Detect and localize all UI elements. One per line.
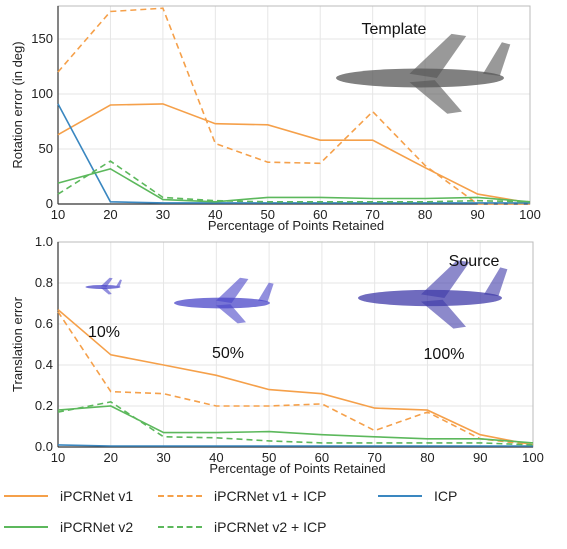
legend-item-ipcrnet-v1: iPCRNet v1 — [4, 488, 133, 504]
wing-shape — [216, 277, 249, 303]
annotation-label: 10% — [88, 324, 120, 341]
y-axis-label: Rotation error (in deg) — [10, 41, 25, 168]
rotation-error-chart: 10 20 30 40 50 60 70 80 90 100 0 50 100 150 Percentage… — [10, 5, 541, 233]
series-line-icp — [57, 444, 533, 447]
x-tick-label: 30 — [156, 450, 170, 465]
x-tick-label: 50 — [261, 207, 275, 222]
series-line-ipcrnet-v1 — [57, 103, 531, 204]
x-tick-label: 20 — [104, 450, 118, 465]
x-tick-label: 100 — [522, 450, 544, 465]
x-tick-label: 80 — [420, 450, 434, 465]
tail-shape — [483, 42, 511, 76]
figure: 10 20 30 40 50 60 70 80 90 100 0 50 100 150 Percentage… — [10, 5, 544, 476]
wing-shape — [409, 33, 467, 78]
series-line-icp — [57, 103, 530, 204]
tail-shape — [258, 282, 274, 302]
legend-label: ICP — [434, 488, 458, 504]
x-axis-label: Percentage of Points Retained — [209, 461, 385, 476]
y-tick-label: 1.0 — [35, 234, 53, 249]
fuselage-shape — [174, 297, 270, 309]
legend-label: iPCRNet v2 — [60, 519, 134, 535]
tail-shape — [116, 279, 122, 287]
fuselage-shape — [85, 285, 121, 289]
wing-shape — [100, 277, 113, 287]
wing-shape — [421, 299, 466, 329]
x-tick-label: 10 — [51, 450, 65, 465]
legend-swatch — [158, 526, 202, 528]
legend-item-ipcrnet-v2: iPCRNet v2 — [4, 519, 133, 535]
legend: iPCRNet v1 iPCRNet v1 + ICP ICP iPCRNet … — [0, 482, 567, 549]
annotation-label: Template — [362, 21, 427, 38]
y-tick-label: 0.6 — [35, 316, 53, 331]
series-line-ipcrnet-v1 — [57, 308, 534, 446]
x-tick-label: 50 — [262, 450, 276, 465]
legend-swatch — [158, 495, 202, 497]
series-line-ipcrnet-v2 — [57, 405, 534, 444]
x-tick-label: 10 — [51, 207, 65, 222]
x-tick-label: 80 — [418, 207, 432, 222]
annotation-label: Source — [449, 253, 500, 270]
source-airplane-10-image — [85, 277, 122, 295]
x-tick-label: 20 — [103, 207, 117, 222]
fuselage-shape — [358, 289, 502, 307]
x-tick-label: 90 — [473, 450, 487, 465]
wing-shape — [409, 80, 462, 114]
legend-item-ipcrnet-v1-icp: iPCRNet v1 + ICP — [158, 488, 326, 504]
fuselage-shape — [336, 68, 504, 88]
source-airplane-100-image — [358, 260, 508, 329]
wing-shape — [421, 260, 470, 298]
y-tick-label: 0.8 — [35, 275, 53, 290]
y-axis-label: Translation error — [10, 296, 25, 392]
x-tick-label: 70 — [365, 207, 379, 222]
x-tick-label: 40 — [209, 450, 223, 465]
legend-swatch — [4, 495, 48, 497]
y-tick-label: 50 — [39, 141, 53, 156]
y-tick-label: 0.2 — [35, 398, 53, 413]
translation-error-chart: 10 20 30 40 50 60 70 80 90 100 0.0 0.2 0.4 0.6 0.8 1.0 P… — [10, 234, 544, 476]
x-tick-label: 90 — [470, 207, 484, 222]
legend-item-icp: ICP — [378, 488, 457, 504]
source-airplane-50-image — [174, 277, 274, 324]
y-tick-label: 0 — [46, 196, 53, 211]
series-line-ipcrnet-v2 — [57, 167, 531, 203]
x-tick-label: 40 — [208, 207, 222, 222]
legend-label: iPCRNet v1 + ICP — [214, 488, 327, 504]
legend-label: iPCRNet v1 — [60, 488, 134, 504]
x-tick-label: 30 — [156, 207, 170, 222]
legend-item-ipcrnet-v2-icp: iPCRNet v2 + ICP — [158, 519, 326, 535]
annotation-label: 50% — [212, 345, 244, 362]
wing-shape — [216, 304, 246, 324]
legend-label: iPCRNet v2 + ICP — [214, 519, 327, 535]
series-line-ipcrnet-v2-icp — [57, 401, 534, 446]
x-tick-label: 60 — [313, 207, 327, 222]
y-tick-label: 100 — [31, 86, 53, 101]
legend-swatch — [378, 495, 422, 497]
x-tick-label: 70 — [367, 450, 381, 465]
x-tick-label: 60 — [315, 450, 329, 465]
x-tick-label: 100 — [519, 207, 541, 222]
annotation-label: 100% — [424, 346, 465, 363]
series-line-ipcrnet-v1-icp — [57, 311, 534, 446]
tail-shape — [484, 267, 508, 297]
y-tick-label: 150 — [31, 31, 53, 46]
template-airplane-image — [336, 33, 511, 114]
series-line-ipcrnet-v2-icp — [57, 160, 531, 203]
y-tick-label: 0.4 — [35, 357, 53, 372]
y-tick-label: 0.0 — [35, 439, 53, 454]
legend-swatch — [4, 526, 48, 528]
wing-shape — [100, 287, 112, 295]
x-axis-label: Percentage of Points Retained — [208, 218, 384, 233]
